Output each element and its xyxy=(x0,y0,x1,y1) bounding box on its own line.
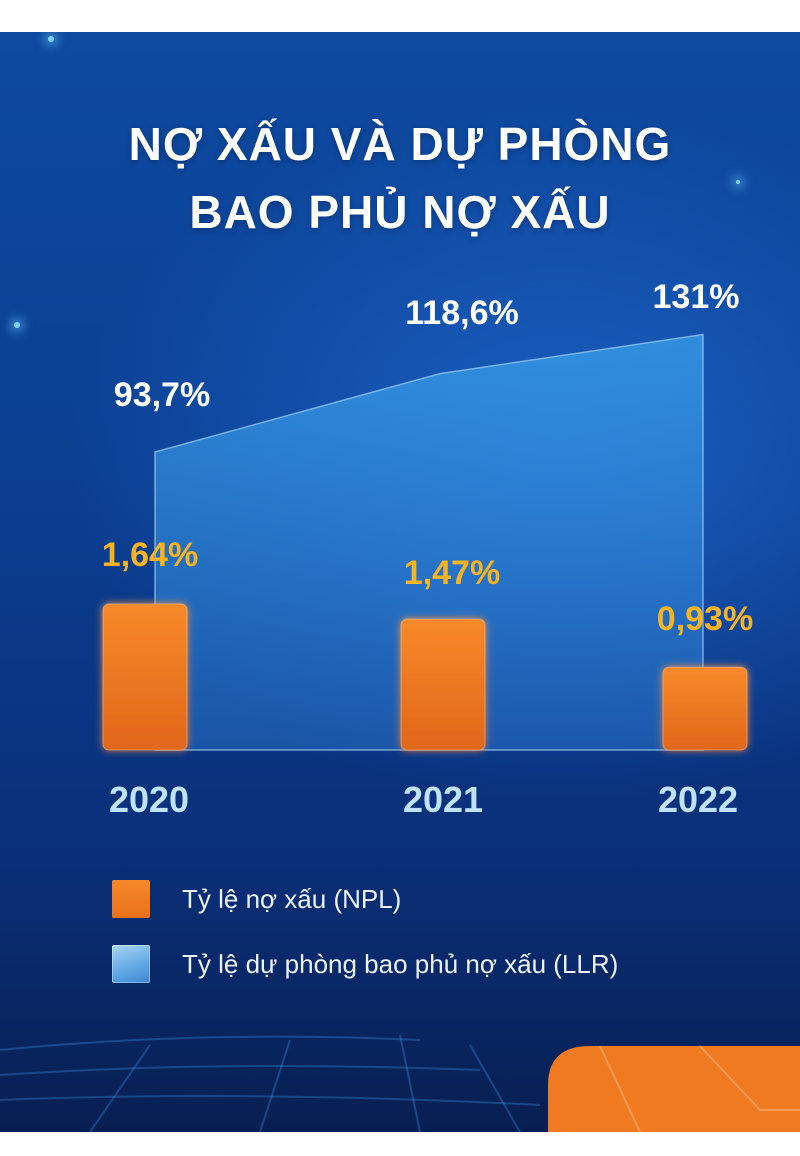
npl-bar-2020 xyxy=(102,603,188,751)
npl-bar-2022 xyxy=(662,666,748,751)
npl-value-label-2020: 1,64% xyxy=(102,536,198,574)
npl-llr-chart: 1,64% 1,47% 0,93% 93,7% 118,6% 131% 2020 2021 20… xyxy=(102,278,753,820)
npl-value-label-2022: 0,93% xyxy=(657,600,753,638)
year-label-2020: 2020 xyxy=(109,779,189,820)
tech-lines-decoration xyxy=(0,1034,800,1132)
legend-swatch-llr xyxy=(112,945,150,983)
title-line-2: BAO PHỦ NỢ XẤU xyxy=(189,186,611,238)
legend-item-npl: Tỷ lệ nợ xấu (NPL) xyxy=(112,880,401,918)
sparkle-decoration xyxy=(48,36,54,42)
title-line-1: NỢ XẤU VÀ DỰ PHÒNG xyxy=(128,118,672,170)
orange-corner-shape xyxy=(548,1046,800,1132)
infographic-poster: NỢ XẤU VÀ DỰ PHÒNG BAO PHỦ NỢ XẤU 1,64% 1… xyxy=(0,32,800,1132)
npl-bar-2021 xyxy=(400,618,486,751)
legend-item-llr: Tỷ lệ dự phòng bao phủ nợ xấu (LLR) xyxy=(112,945,618,983)
npl-value-label-2021: 1,47% xyxy=(404,554,500,592)
legend-swatch-npl xyxy=(112,880,150,918)
llr-value-label-2022: 131% xyxy=(653,278,740,316)
year-label-2021: 2021 xyxy=(403,779,483,820)
legend-label-llr: Tỷ lệ dự phòng bao phủ nợ xấu (LLR) xyxy=(182,948,619,979)
page-title: NỢ XẤU VÀ DỰ PHÒNG BAO PHỦ NỢ XẤU xyxy=(0,110,800,246)
legend-label-npl: Tỷ lệ nợ xấu (NPL) xyxy=(182,883,402,914)
year-label-2022: 2022 xyxy=(658,779,738,820)
sparkle-decoration xyxy=(14,322,20,328)
llr-area xyxy=(154,333,704,751)
sparkle-decoration xyxy=(736,180,740,184)
llr-value-label-2020: 93,7% xyxy=(114,376,210,414)
llr-value-label-2021: 118,6% xyxy=(405,294,518,332)
